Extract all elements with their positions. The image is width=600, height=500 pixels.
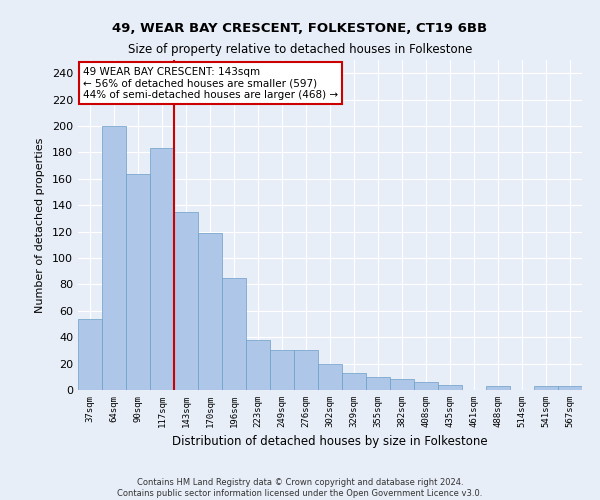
Bar xyxy=(486,386,510,390)
Bar xyxy=(78,318,102,390)
Bar xyxy=(174,212,198,390)
Bar xyxy=(270,350,294,390)
Bar xyxy=(390,380,414,390)
Bar xyxy=(534,386,558,390)
Bar xyxy=(438,384,462,390)
Bar xyxy=(294,350,318,390)
Text: 49, WEAR BAY CRESCENT, FOLKESTONE, CT19 6BB: 49, WEAR BAY CRESCENT, FOLKESTONE, CT19 … xyxy=(112,22,488,36)
Bar xyxy=(318,364,342,390)
Bar xyxy=(558,386,582,390)
Text: Size of property relative to detached houses in Folkestone: Size of property relative to detached ho… xyxy=(128,42,472,56)
Bar xyxy=(126,174,150,390)
Bar xyxy=(150,148,174,390)
Bar xyxy=(414,382,438,390)
Bar xyxy=(102,126,126,390)
Bar xyxy=(198,233,222,390)
Bar xyxy=(222,278,246,390)
X-axis label: Distribution of detached houses by size in Folkestone: Distribution of detached houses by size … xyxy=(172,436,488,448)
Y-axis label: Number of detached properties: Number of detached properties xyxy=(35,138,45,312)
Bar xyxy=(246,340,270,390)
Bar xyxy=(342,373,366,390)
Text: 49 WEAR BAY CRESCENT: 143sqm
← 56% of detached houses are smaller (597)
44% of s: 49 WEAR BAY CRESCENT: 143sqm ← 56% of de… xyxy=(83,66,338,100)
Bar xyxy=(366,377,390,390)
Text: Contains HM Land Registry data © Crown copyright and database right 2024.
Contai: Contains HM Land Registry data © Crown c… xyxy=(118,478,482,498)
